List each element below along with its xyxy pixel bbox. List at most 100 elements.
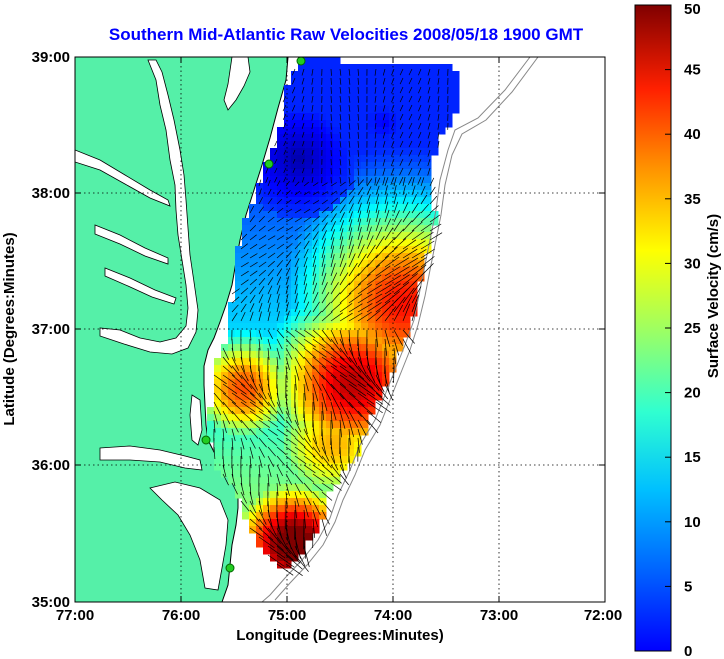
- velocity-vector: [391, 68, 395, 76]
- velocity-cell: [403, 71, 411, 79]
- velocity-cell: [347, 225, 355, 233]
- velocity-cell: [214, 463, 222, 471]
- velocity-cell: [221, 351, 229, 359]
- velocity-cell: [319, 344, 327, 352]
- velocity-cell: [277, 183, 285, 191]
- velocity-vector: [384, 177, 389, 187]
- velocity-vector: [330, 383, 345, 400]
- colorbar-tick-label: 30: [684, 255, 701, 272]
- velocity-vector: [382, 77, 386, 85]
- velocity-cell: [284, 141, 292, 149]
- velocity-cell: [277, 386, 285, 394]
- velocity-cell: [347, 295, 355, 303]
- velocity-vector: [249, 215, 256, 223]
- velocity-vector: [321, 292, 330, 304]
- velocity-cell: [256, 512, 264, 520]
- velocity-cell: [263, 428, 271, 436]
- velocity-vector: [258, 500, 263, 516]
- velocity-cell: [235, 309, 243, 317]
- velocity-cell: [228, 309, 236, 317]
- velocity-cell: [235, 288, 243, 296]
- velocity-vector: [265, 167, 269, 174]
- velocity-cell: [312, 281, 320, 289]
- velocity-vector: [393, 329, 403, 346]
- velocity-cell: [270, 204, 278, 212]
- velocity-cell: [375, 120, 383, 128]
- velocity-cell: [326, 316, 334, 324]
- velocity-vector: [294, 275, 298, 286]
- velocity-cell: [242, 253, 250, 261]
- velocity-cell: [361, 162, 369, 170]
- velocity-vector: [303, 191, 310, 196]
- velocity-cell: [228, 351, 236, 359]
- velocity-cell: [263, 470, 271, 478]
- velocity-cell: [277, 533, 285, 541]
- velocity-cell: [333, 225, 341, 233]
- velocity-vector: [339, 282, 351, 295]
- velocity-cell: [375, 295, 383, 303]
- velocity-cell: [235, 491, 243, 499]
- velocity-cell: [347, 127, 355, 135]
- velocity-cell: [354, 309, 362, 317]
- velocity-vector: [375, 193, 380, 205]
- velocity-cell: [242, 330, 250, 338]
- velocity-cell: [242, 470, 250, 478]
- velocity-cell: [396, 155, 404, 163]
- velocity-cell: [375, 372, 383, 380]
- velocity-cell: [277, 351, 285, 359]
- velocity-vector: [348, 262, 358, 277]
- velocity-cell: [417, 113, 425, 121]
- velocity-cell: [298, 120, 306, 128]
- velocity-vector: [402, 287, 415, 304]
- velocity-cell: [382, 78, 390, 86]
- velocity-cell: [277, 155, 285, 163]
- velocity-cell: [410, 99, 418, 107]
- velocity-vector: [382, 167, 386, 176]
- chart-title: Southern Mid-Atlantic Raw Velocities 200…: [109, 25, 584, 44]
- velocity-cell: [333, 316, 341, 324]
- velocity-cell: [270, 519, 278, 527]
- velocity-cell: [277, 449, 285, 457]
- velocity-cell: [375, 162, 383, 170]
- velocity-cell: [284, 561, 292, 569]
- velocity-vector: [276, 198, 283, 205]
- velocity-cell: [452, 99, 460, 107]
- velocity-vector: [301, 68, 305, 76]
- velocity-vector: [348, 401, 362, 418]
- velocity-cell: [249, 218, 257, 226]
- velocity-cell: [305, 99, 313, 107]
- velocity-vector: [399, 167, 404, 176]
- velocity-cell: [291, 302, 299, 310]
- velocity-cell: [263, 456, 271, 464]
- velocity-cell: [403, 246, 411, 254]
- velocity-vector: [384, 329, 391, 347]
- velocity-cell: [410, 211, 418, 219]
- velocity-cell: [298, 155, 306, 163]
- velocity-vector: [231, 347, 236, 362]
- velocity-cell: [305, 512, 313, 520]
- velocity-cell: [298, 281, 306, 289]
- velocity-cell: [368, 253, 376, 261]
- velocity-vector: [339, 292, 352, 304]
- velocity-cell: [354, 253, 362, 261]
- velocity-cell: [347, 71, 355, 79]
- velocity-vector: [330, 221, 336, 232]
- velocity-vector: [312, 191, 319, 196]
- velocity-vector: [382, 122, 386, 130]
- velocity-cell: [361, 288, 369, 296]
- velocity-cell: [354, 379, 362, 387]
- velocity-vector: [303, 347, 316, 359]
- velocity-vector: [303, 310, 312, 322]
- velocity-vector: [374, 176, 377, 186]
- velocity-cell: [403, 330, 411, 338]
- velocity-cell: [326, 260, 334, 268]
- velocity-vector: [330, 347, 345, 361]
- velocity-vector: [267, 392, 276, 407]
- velocity-cell: [312, 169, 320, 177]
- velocity-cell: [340, 386, 348, 394]
- velocity-cell: [291, 330, 299, 338]
- velocity-vector: [339, 236, 344, 250]
- velocity-vector: [267, 252, 276, 259]
- velocity-vector: [294, 258, 300, 268]
- velocity-vector: [276, 509, 279, 529]
